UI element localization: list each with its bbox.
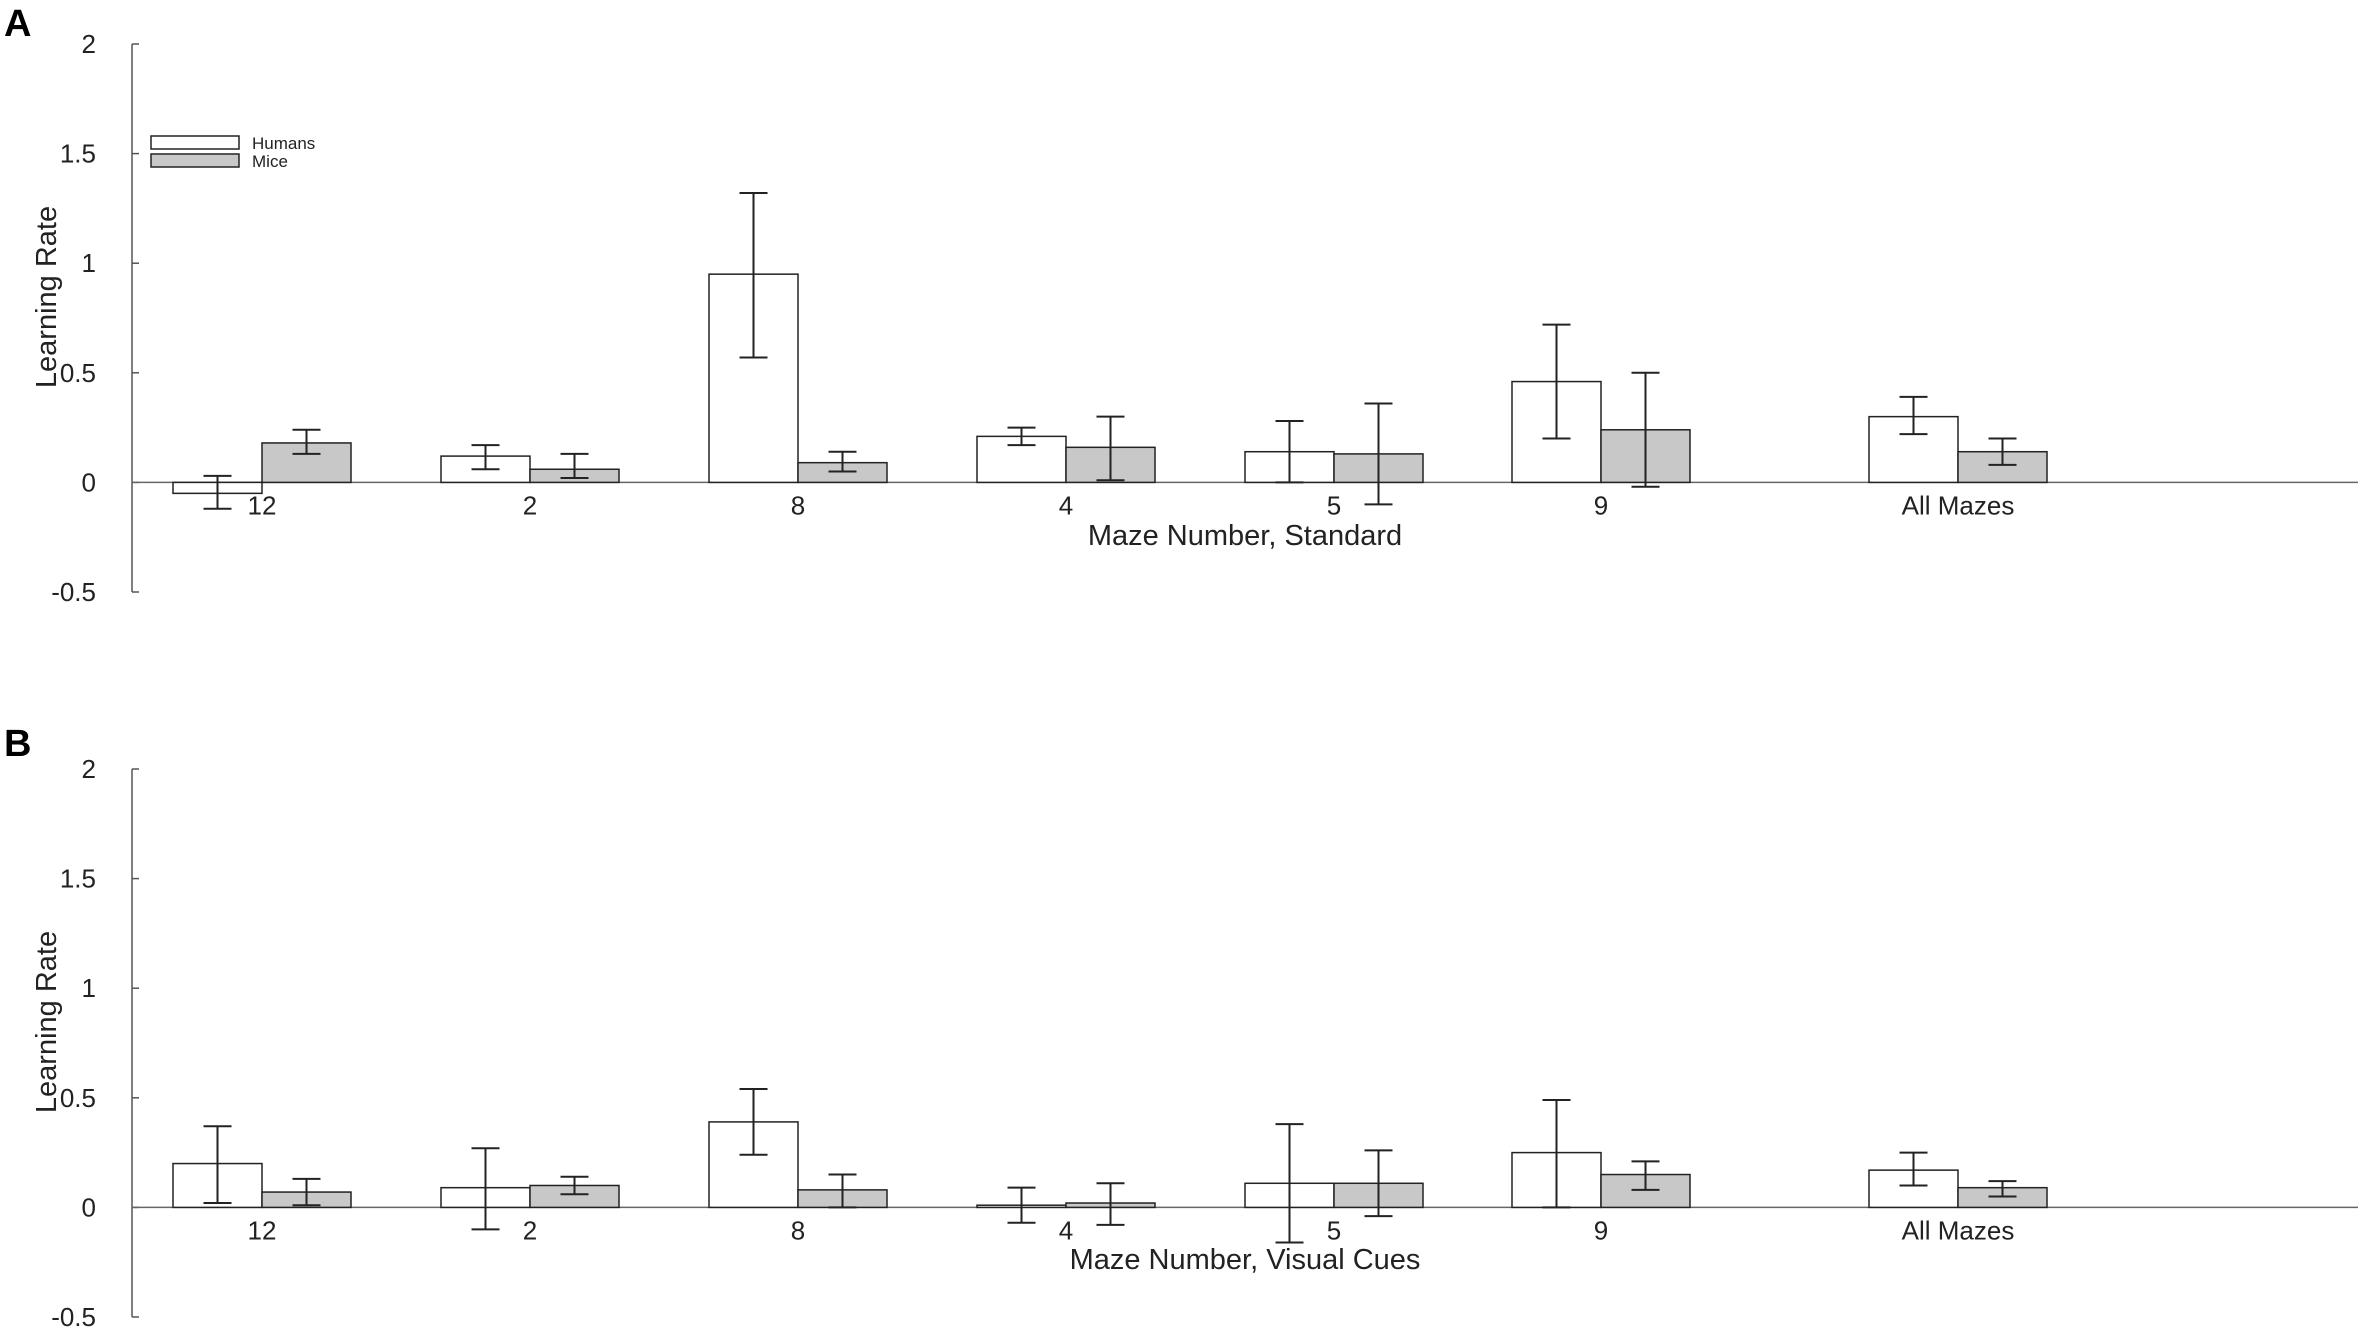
x-category-label: 8 [791, 490, 805, 520]
panel-letter-b: B [4, 723, 31, 765]
legend-label-mice: Mice [252, 152, 288, 171]
y-tick-label: -0.5 [51, 1302, 96, 1328]
x-category-label: All Mazes [1902, 490, 2015, 520]
x-category-label: 5 [1327, 1215, 1341, 1245]
legend-label-humans: Humans [252, 134, 315, 153]
x-category-label: 2 [523, 490, 537, 520]
y-tick-label: 1.5 [60, 139, 96, 169]
y-tick-label: 1 [82, 973, 96, 1003]
x-category-label: 8 [791, 1215, 805, 1245]
x-category-label: 12 [248, 1215, 277, 1245]
y-tick-label: 2 [82, 29, 96, 59]
x-category-label: 12 [248, 490, 277, 520]
legend-swatch-humans [150, 135, 240, 150]
y-tick-label: 1.5 [60, 864, 96, 894]
x-category-label: 2 [523, 1215, 537, 1245]
y-axis-title-a: Learning Rate [31, 206, 63, 388]
y-tick-label: 0 [82, 1192, 96, 1222]
y-tick-label: -0.5 [51, 577, 96, 607]
panel-a: A Learning Rate Maze Number, Standard 2 1… [4, 3, 2358, 607]
y-tick-label: 0 [82, 467, 96, 497]
y-tick-label: 2 [82, 754, 96, 784]
x-axis-title-a: Maze Number, Standard [1088, 520, 1402, 552]
y-tick-label: 1 [82, 248, 96, 278]
y-axis-title-b: Learning Rate [31, 931, 63, 1113]
x-axis-title-b: Maze Number, Visual Cues [1070, 1244, 1421, 1276]
x-category-label: All Mazes [1902, 1215, 2015, 1245]
x-category-label: 4 [1059, 490, 1073, 520]
legend-swatch-mice [150, 153, 240, 168]
x-category-label: 4 [1059, 1215, 1073, 1245]
x-category-label: 5 [1327, 490, 1341, 520]
x-category-label: 9 [1594, 490, 1608, 520]
y-tick-label: 0.5 [60, 358, 96, 388]
y-tick-label: 0.5 [60, 1083, 96, 1113]
panel-b: B Learning Rate Maze Number, Visual Cues… [4, 723, 2358, 1328]
x-category-label: 9 [1594, 1215, 1608, 1245]
panel-letter-a: A [4, 3, 31, 45]
